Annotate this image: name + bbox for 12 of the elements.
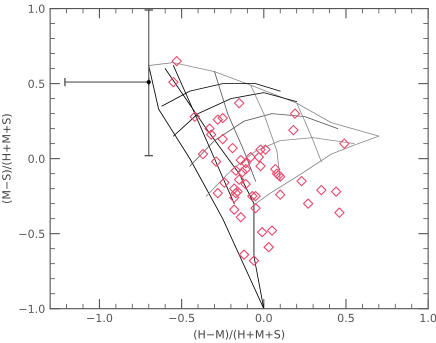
y-tick-label: 0.5 <box>28 80 44 88</box>
y-tick-label: 0.0 <box>28 154 45 164</box>
y-tick-label: 1.0 <box>28 4 45 13</box>
x-tick-label: 0.0 <box>256 314 272 322</box>
x-tick-label: −0.5 <box>169 314 194 322</box>
y-axis-title: (M−S)/(H+M+S) <box>2 114 12 204</box>
y-tick-label: −0.5 <box>19 230 44 238</box>
x-tick-label: −1.0 <box>87 314 112 322</box>
y-tick-label: −1.0 <box>19 304 45 314</box>
x-tick-label: 0.5 <box>338 314 354 322</box>
x-axis-title: (H−M)/(H+M+S) <box>194 330 284 340</box>
x-tick-label: 1.0 <box>420 314 436 322</box>
